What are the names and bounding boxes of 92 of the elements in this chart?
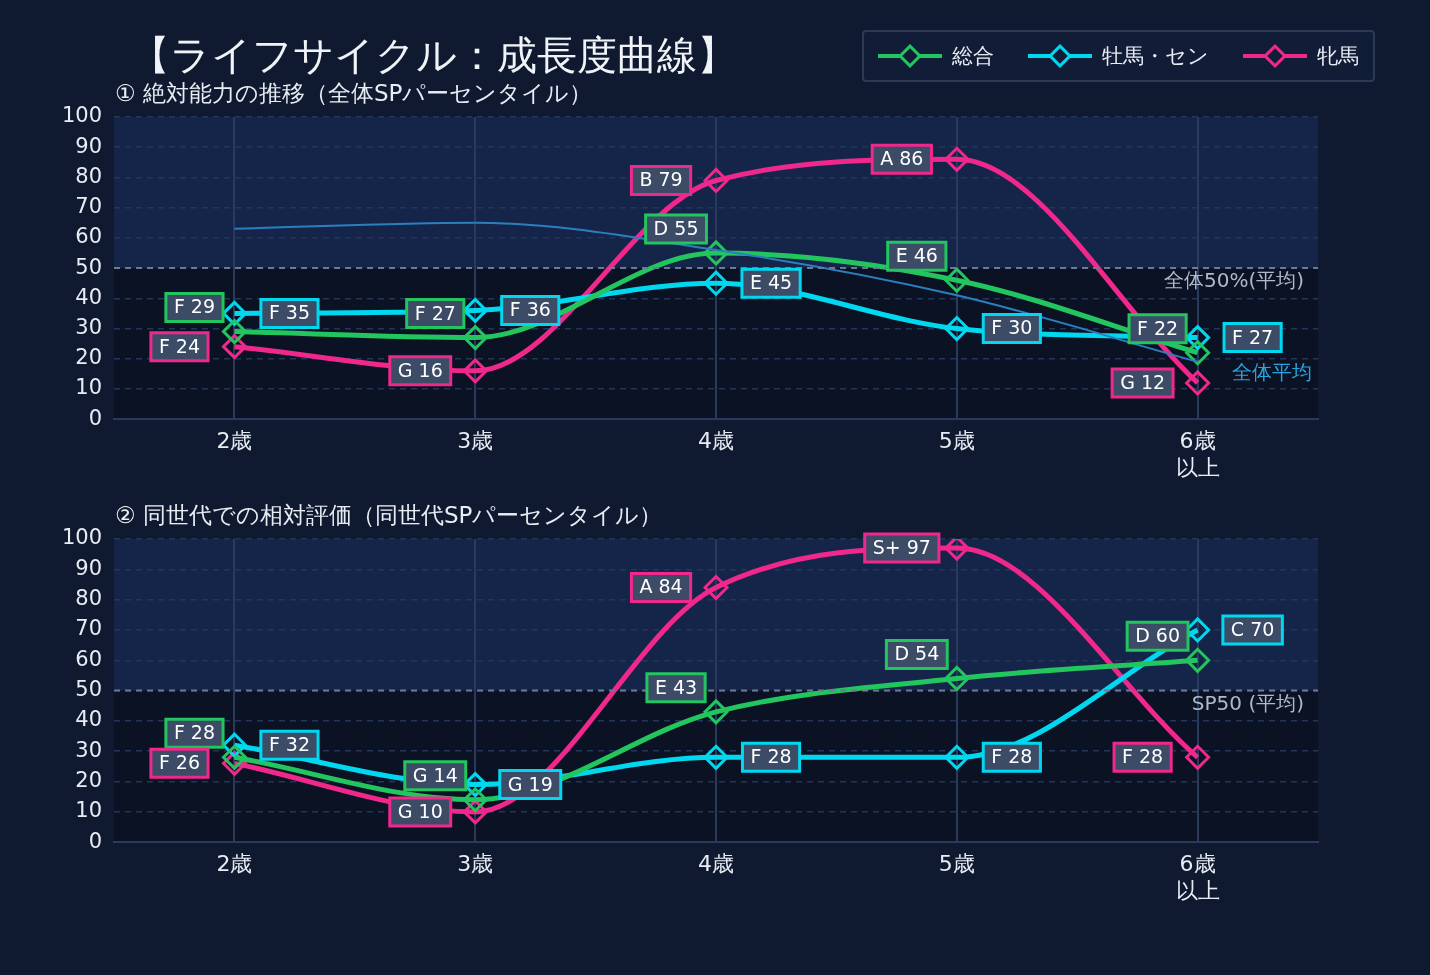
point [944, 744, 970, 770]
data-label: G 12 [1120, 370, 1166, 393]
point [703, 270, 729, 296]
point [703, 575, 729, 601]
data-label: G 14 [412, 763, 458, 786]
y-tick-label: 70 [75, 194, 103, 219]
x-tick-label: 5歳 [938, 851, 975, 877]
x-tick-label: 2歳 [216, 851, 253, 877]
point [462, 358, 488, 384]
y-tick-label: 80 [75, 586, 103, 611]
point [462, 297, 488, 323]
y-tick-label: 100 [61, 525, 103, 550]
y-tick-label: 10 [75, 798, 103, 823]
y-tick-label: 100 [61, 103, 103, 128]
data-label: F 35 [268, 301, 311, 324]
y-tick-label: 50 [75, 254, 103, 279]
data-label: F 24 [158, 334, 201, 357]
data-label: G 10 [397, 799, 443, 822]
legend-label: 牝馬 [1317, 43, 1359, 70]
x-tick-label: 4歳 [698, 428, 735, 454]
y-tick-label: 30 [75, 737, 103, 762]
data-label: F 27 [414, 301, 456, 324]
ref-line-label: SP50 (平均) [1191, 690, 1304, 715]
x-tick-label: 3歳 [457, 428, 494, 454]
data-label: F 26 [158, 751, 201, 774]
data-label: D 54 [894, 642, 940, 665]
data-label: E 45 [749, 271, 793, 294]
point [221, 744, 247, 770]
x-tick-label: 5歳 [938, 428, 975, 454]
point [944, 146, 970, 172]
data-label: E 46 [895, 244, 938, 267]
data-label: S+ 97 [872, 536, 931, 559]
point [1185, 370, 1211, 396]
y-tick-label: 60 [75, 646, 103, 671]
data-label: D 55 [653, 216, 699, 239]
point [944, 665, 970, 691]
data-label: G 16 [397, 358, 443, 381]
data-label: A 84 [639, 575, 683, 598]
data-label: B 79 [639, 168, 683, 191]
data-label: F 27 [1232, 325, 1274, 348]
point [703, 699, 729, 725]
y-tick-label: 90 [75, 555, 103, 580]
data-label: E 43 [654, 675, 698, 698]
point [462, 325, 488, 351]
data-label: F 29 [173, 295, 216, 318]
x-tick-label: 2歳 [216, 428, 253, 454]
point [944, 316, 970, 342]
data-label: C 70 [1230, 617, 1275, 640]
point [462, 787, 488, 813]
y-tick-label: 60 [75, 224, 103, 249]
data-label: F 28 [1122, 745, 1164, 768]
data-label: A 86 [880, 147, 924, 170]
chart-subtitle: ① 絶対能力の推移（全体SPパーセンタイル） [115, 79, 593, 108]
chart-title: 【ライフサイクル：成長度曲線】 [130, 32, 737, 78]
y-tick-label: 70 [75, 616, 103, 641]
y-tick-label: 10 [75, 375, 103, 400]
y-tick-label: 50 [75, 677, 103, 702]
ref-line-label: 全体50%(平均) [1163, 268, 1304, 293]
legend-label: 牡馬・セン [1102, 43, 1209, 70]
y-tick-label: 20 [75, 345, 103, 370]
y-tick-label: 0 [88, 828, 103, 853]
point [1185, 744, 1211, 770]
y-tick-label: 90 [75, 133, 103, 158]
y-tick-label: 40 [75, 284, 103, 309]
legend-label: 総合 [952, 43, 994, 70]
data-label: G 19 [507, 772, 553, 795]
y-tick-label: 80 [75, 163, 103, 188]
x-tick-label: 6歳以上 [1175, 851, 1220, 903]
x-tick-label: 4歳 [698, 851, 735, 877]
data-label: F 28 [173, 721, 216, 744]
data-label: F 22 [1137, 316, 1179, 339]
y-tick-label: 30 [75, 314, 103, 339]
y-tick-label: 20 [75, 768, 103, 793]
data-label: D 60 [1135, 624, 1181, 647]
data-label: F 28 [750, 745, 792, 768]
point [944, 539, 970, 561]
y-tick-label: 0 [88, 405, 103, 430]
chart-subtitle: ② 同世代での相対評価（同世代SPパーセンタイル） [115, 501, 663, 530]
point [1185, 647, 1211, 673]
point [1185, 340, 1211, 366]
point [703, 167, 729, 193]
point [221, 319, 247, 345]
y-tick-label: 40 [75, 707, 103, 732]
series-label: 全体平均 [1231, 359, 1312, 384]
point [944, 267, 970, 293]
data-label: F 32 [268, 733, 311, 756]
x-tick-label: 3歳 [457, 851, 494, 877]
x-tick-label: 6歳以上 [1175, 428, 1220, 480]
point [703, 744, 729, 770]
data-label: F 36 [509, 298, 551, 321]
data-label: F 28 [991, 745, 1033, 768]
data-label: F 30 [991, 316, 1033, 339]
